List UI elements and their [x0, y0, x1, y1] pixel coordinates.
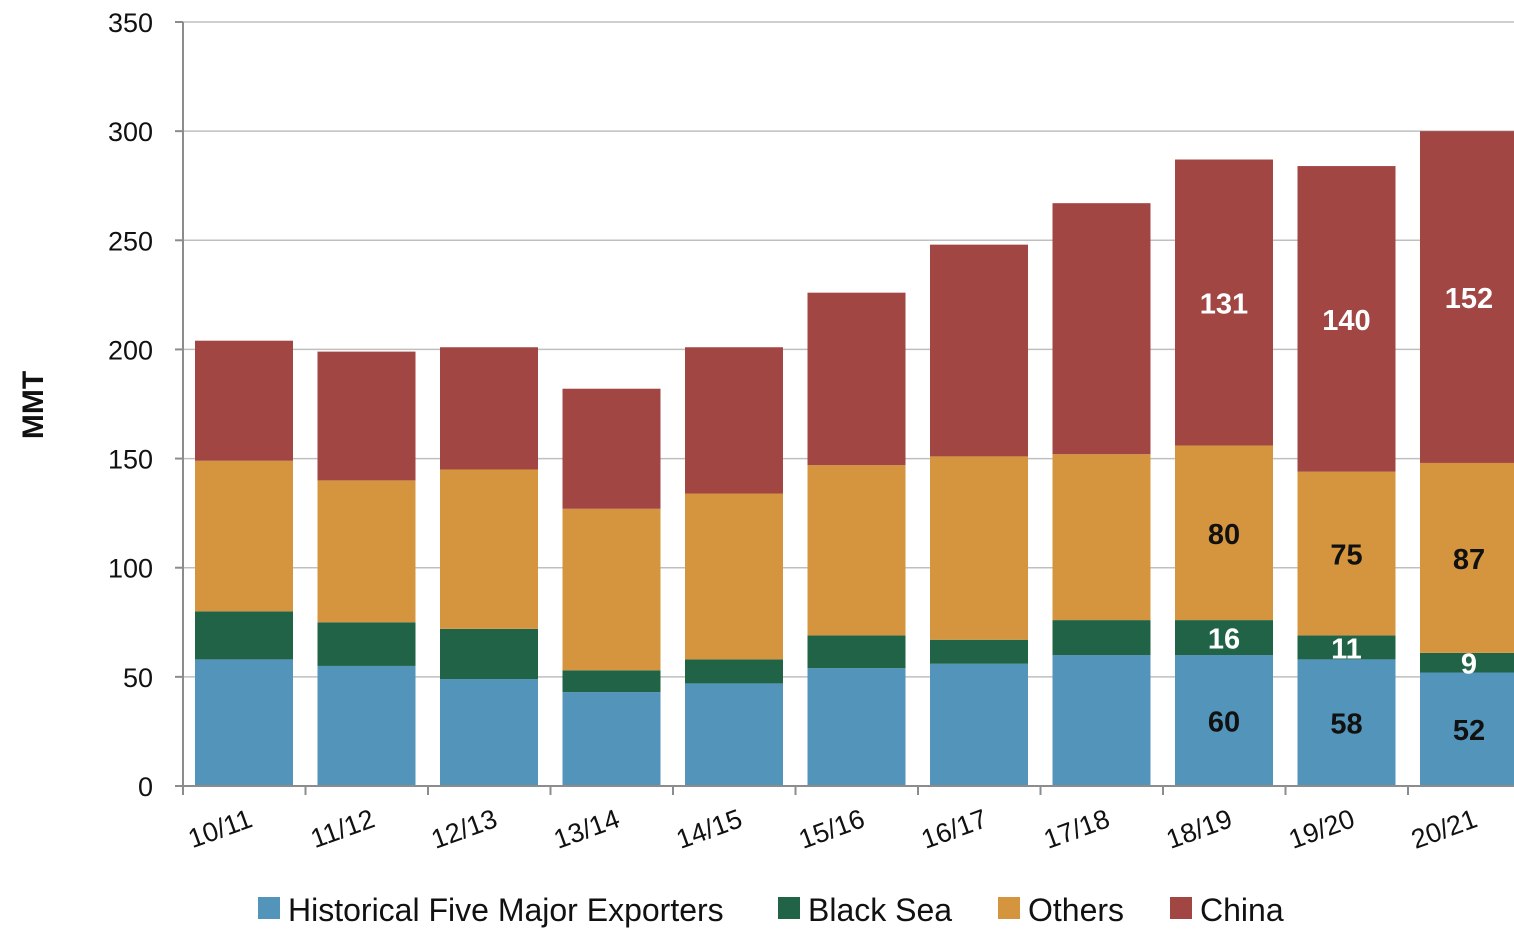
x-tick-label: 20/21	[1407, 803, 1481, 854]
y-tick-label: 250	[108, 226, 153, 256]
bar-segment-black-sea	[930, 639, 1028, 664]
legend-swatch	[998, 897, 1020, 919]
bar-segment-china	[807, 292, 906, 466]
bar-segment-china	[195, 340, 293, 461]
bar-segment-china	[1420, 131, 1514, 463]
y-tick-label: 150	[108, 445, 153, 475]
y-tick-label: 0	[138, 772, 153, 802]
bar-segment-historical-five-major-exporters	[1420, 672, 1514, 786]
bar-segment-historical-five-major-exporters	[807, 668, 906, 786]
data-label: 87	[1453, 544, 1485, 576]
bar-segment-others	[317, 480, 416, 623]
data-label: 152	[1445, 283, 1493, 315]
bar-segment-china	[685, 347, 783, 494]
bar-segment-historical-five-major-exporters	[440, 679, 538, 786]
bar-segment-black-sea	[195, 611, 293, 660]
data-label: 131	[1200, 288, 1248, 320]
bar-segment-historical-five-major-exporters	[562, 692, 661, 786]
bar-segment-others	[807, 465, 906, 636]
bar-segment-black-sea	[1175, 620, 1273, 656]
data-label: 9	[1461, 649, 1477, 681]
data-label: 16	[1208, 624, 1240, 656]
bar-segment-historical-five-major-exporters	[1297, 659, 1396, 786]
bar-segment-black-sea	[1052, 620, 1151, 656]
x-axis-tick-labels: 10/11 11/12 12/13 13/14 14/15 15/16 16/17 17/18…	[184, 803, 1481, 854]
bar-segment-black-sea	[807, 635, 906, 669]
bar-segment-historical-five-major-exporters	[195, 659, 293, 786]
x-tick-label: 11/12	[307, 803, 379, 854]
legend-swatch	[778, 897, 800, 919]
bar-segment-historical-five-major-exporters	[685, 683, 783, 786]
bar-segment-others	[685, 493, 783, 660]
bar-segment-china	[1297, 166, 1396, 472]
bar-segment-china	[1175, 159, 1273, 446]
data-label: 60	[1208, 707, 1240, 739]
data-label: 58	[1330, 709, 1362, 741]
bar-segment-historical-five-major-exporters	[930, 663, 1028, 786]
bar-segment-black-sea	[1420, 652, 1514, 673]
legend-label: China	[1200, 892, 1284, 928]
y-axis-tick-labels: 0 50 100 150 200 250 300 350	[108, 8, 153, 802]
legend-swatch	[1170, 897, 1192, 919]
y-tick-label: 300	[108, 117, 153, 147]
data-label: 80	[1208, 519, 1240, 551]
bar-segment-others	[1420, 462, 1514, 653]
data-labels: 60 16 80 131 58 11 75 140 52 9 87 152	[1200, 283, 1493, 747]
bar-segment-china	[440, 347, 538, 470]
bar-segment-black-sea	[440, 628, 538, 680]
bar-segment-others	[930, 456, 1028, 640]
x-tick-label: 12/13	[427, 803, 501, 854]
y-tick-label: 200	[108, 335, 153, 365]
bar-segment-black-sea	[317, 622, 416, 666]
bar-segment-china	[1052, 203, 1151, 455]
legend-label: Others	[1028, 892, 1124, 928]
x-tick-label: 16/17	[917, 803, 991, 854]
axes	[175, 21, 1514, 795]
bar-segment-historical-five-major-exporters	[1052, 655, 1151, 786]
data-label: 75	[1330, 540, 1362, 572]
x-tick-label: 10/11	[184, 803, 256, 854]
bar-segment-others	[1297, 471, 1396, 636]
data-label: 11	[1331, 633, 1362, 665]
legend-label: Historical Five Major Exporters	[288, 892, 724, 928]
bar-segment-black-sea	[562, 670, 661, 693]
x-tick-label: 19/20	[1285, 803, 1359, 854]
y-tick-label: 50	[123, 663, 153, 693]
bar-segment-others	[1175, 445, 1273, 621]
x-tick-label: 17/18	[1040, 803, 1114, 854]
bar-segment-china	[317, 351, 416, 481]
data-label: 140	[1322, 305, 1370, 337]
bar-segment-china	[562, 388, 661, 509]
bar-segment-others	[440, 469, 538, 629]
bar-segment-black-sea	[1297, 635, 1396, 660]
bar-segment-others	[562, 508, 661, 671]
y-axis-title: MMT	[17, 371, 50, 439]
bar-segment-historical-five-major-exporters	[317, 665, 416, 786]
bars	[195, 131, 1514, 786]
bar-segment-historical-five-major-exporters	[1175, 655, 1273, 786]
legend-swatch	[258, 897, 280, 919]
x-tick-label: 14/15	[672, 803, 746, 854]
legend: Historical Five Major Exporters Black Sea…	[258, 892, 1284, 928]
x-tick-label: 15/16	[795, 803, 869, 854]
y-tick-label: 350	[108, 8, 153, 38]
x-tick-label: 13/14	[550, 803, 624, 854]
bar-segment-china	[930, 244, 1028, 457]
x-tick-label: 18/19	[1162, 803, 1236, 854]
bar-segment-others	[195, 460, 293, 612]
data-label: 52	[1453, 715, 1485, 747]
bar-segment-black-sea	[685, 659, 783, 684]
legend-label: Black Sea	[808, 892, 952, 928]
bar-segment-others	[1052, 454, 1151, 621]
y-tick-label: 100	[108, 554, 153, 584]
